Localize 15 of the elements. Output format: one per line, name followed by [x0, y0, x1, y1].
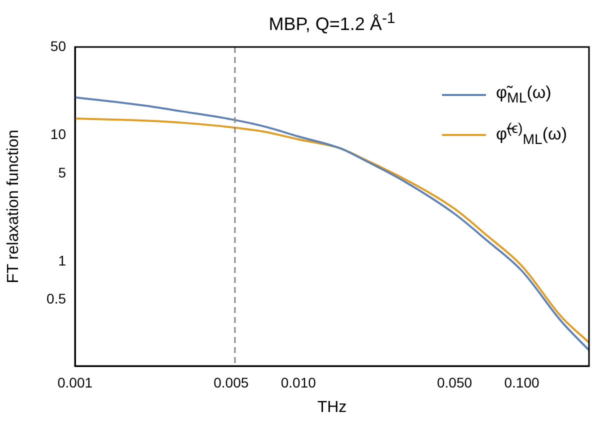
y-tick-label: 10 — [50, 126, 66, 142]
y-tick-label: 1 — [58, 252, 66, 269]
x-tick-label: 0.050 — [436, 374, 472, 390]
y-axis-title: FT relaxation function — [5, 130, 22, 284]
legend-label: φ̃$^{(ϵ)}$$_{ML}$(ω) — [496, 121, 567, 149]
x-tick-label: 0.100 — [504, 374, 540, 390]
y-tick-label: 50 — [50, 38, 66, 54]
x-axis-title: THz — [317, 398, 347, 416]
x-tick-label: 0.010 — [280, 374, 316, 390]
y-tick-label: 0.5 — [46, 290, 66, 307]
chart-title: MBP, Q=1.2 Å$^{-1}$ — [268, 10, 396, 35]
y-tick-label: 5 — [58, 164, 66, 180]
x-tick-label: 0.005 — [214, 374, 249, 390]
x-tick-label: 0.001 — [57, 374, 93, 390]
legend-label: φ̃$_{ML}$(ω) — [496, 83, 552, 107]
